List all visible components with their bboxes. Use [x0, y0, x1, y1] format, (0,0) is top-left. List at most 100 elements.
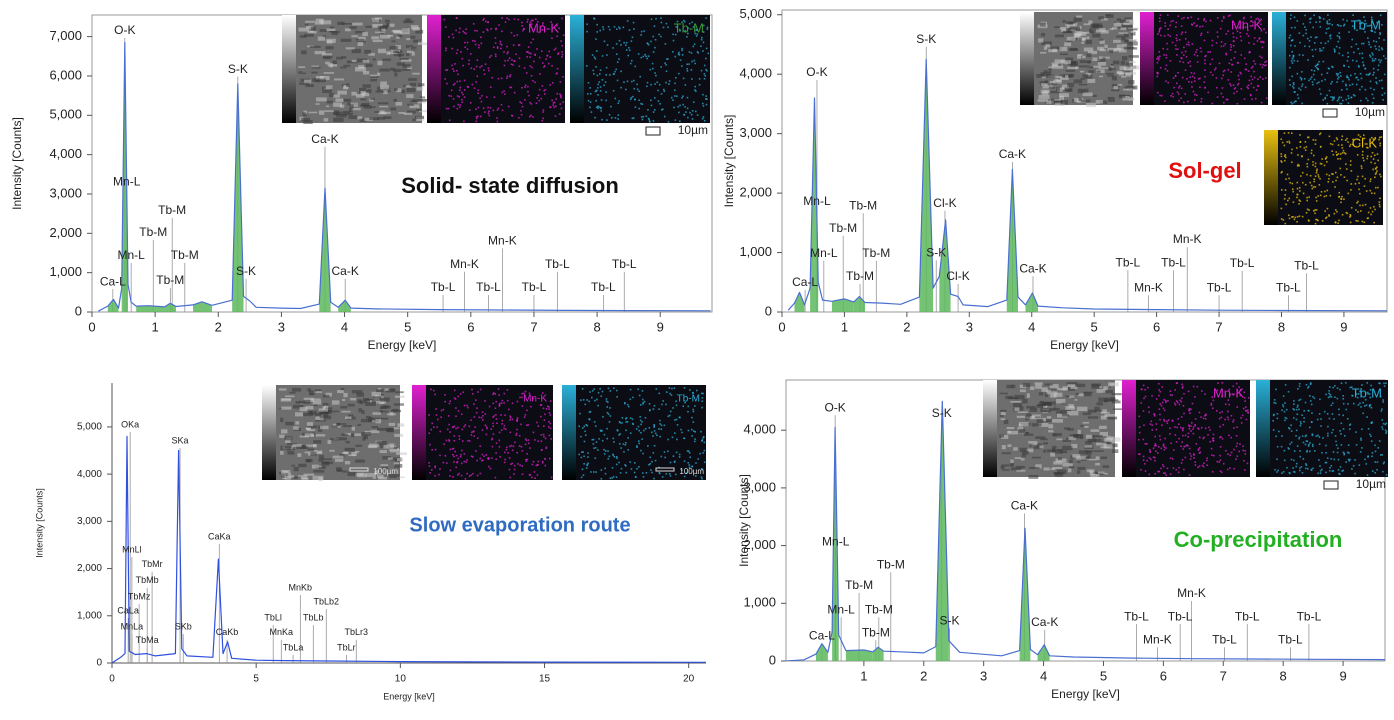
- peak-label: Tb-L: [1278, 632, 1303, 646]
- x-tick-label: 1: [152, 319, 159, 334]
- peak-label: Tb-L: [1161, 255, 1186, 269]
- peak-label: Tb-M: [156, 273, 184, 287]
- x-tick-label: 0: [88, 319, 95, 334]
- peak-label: MnKb: [289, 582, 313, 592]
- peak-label: Tb-M: [846, 269, 874, 283]
- scale-bar: [646, 127, 660, 135]
- x-axis-label: Energy [keV]: [1051, 687, 1120, 701]
- chart-title: Solid- state diffusion: [401, 173, 619, 198]
- peak-label: Tb-L: [1116, 255, 1141, 269]
- x-tick-label: 6: [467, 319, 474, 334]
- scale-bar-label: 10µm: [1356, 477, 1386, 491]
- peak-label: S-K: [916, 32, 936, 46]
- x-tick-label: 5: [1100, 668, 1107, 683]
- chart-panel: 01,0002,0003,0004,0005,0006,0007,0000123…: [10, 15, 712, 352]
- peak-label: MnLl: [122, 545, 142, 555]
- peak-label: Mn-K: [1134, 280, 1163, 294]
- peak-label: TbMz: [128, 591, 151, 601]
- inset-map: Mn-K: [412, 385, 553, 480]
- peak-label: Tb-L: [1230, 256, 1255, 270]
- y-axis-label: Intensity [Counts]: [737, 474, 751, 567]
- inset-colorbar: [282, 15, 296, 123]
- inset-map: 100µm: [262, 385, 407, 481]
- peak-label: Tb-L: [1124, 609, 1149, 623]
- y-tick-label: 0: [75, 303, 82, 318]
- peak-label: Mn-L: [803, 194, 831, 208]
- x-tick-label: 6: [1153, 319, 1160, 334]
- y-tick-label: 4,000: [739, 66, 772, 81]
- inset-map: Mn-K: [427, 15, 565, 123]
- peak-label: TbMb: [136, 575, 159, 585]
- x-tick-label: 3: [966, 319, 973, 334]
- peak-label: OKa: [121, 419, 139, 429]
- x-tick-label: 9: [657, 319, 664, 334]
- peak-label: Tb-L: [612, 257, 637, 271]
- y-tick-label: 0: [769, 652, 776, 667]
- peak-label: Tb-L: [1207, 280, 1232, 294]
- inset-label: Mn-K: [523, 394, 547, 405]
- x-tick-label: 5: [253, 674, 259, 685]
- peak-label: Ca-L: [100, 274, 126, 288]
- peak-label: O-K: [824, 400, 845, 414]
- inset-colorbar: [1122, 380, 1136, 477]
- peak-label: Ca-L: [792, 275, 818, 289]
- y-tick-label: 3,000: [77, 516, 102, 527]
- peak-label: TbLb2: [313, 596, 339, 606]
- inset-label: Mn-K: [528, 20, 559, 35]
- y-tick-label: 1,000: [743, 595, 776, 610]
- peak-label: Tb-M: [865, 602, 893, 616]
- peak-label: Tb-M: [877, 557, 905, 571]
- y-tick-label: 5,000: [739, 6, 772, 21]
- inset-map: [282, 15, 428, 124]
- x-tick-label: 2: [215, 319, 222, 334]
- y-tick-label: 2,000: [77, 563, 102, 574]
- inset-map: [983, 380, 1123, 479]
- chart-title: Co-precipitation: [1174, 527, 1343, 552]
- inset-colorbar: [562, 385, 576, 480]
- inset-colorbar: [412, 385, 426, 480]
- inset-colorbar: [427, 15, 441, 123]
- x-tick-label: 4: [1040, 668, 1047, 683]
- peak-label: TbMa: [136, 635, 159, 645]
- peak-area: [319, 188, 330, 312]
- x-tick-label: 20: [683, 674, 695, 685]
- inset-map: Tb-M 10µm: [1256, 380, 1388, 491]
- peak-label: Mn-L: [117, 248, 145, 262]
- inset-label: Tb-M: [1351, 17, 1381, 32]
- inset-label: Tb-M: [674, 20, 704, 35]
- inset-colorbar: [983, 380, 997, 477]
- chart-panel: 01,0002,0003,0004,0005,00005101520Energy…: [34, 383, 706, 701]
- peak-label: Tb-L: [431, 280, 456, 294]
- peak-label: Tb-M: [849, 198, 877, 212]
- inset-map: Tb-M 10µm: [570, 15, 710, 137]
- y-tick-label: 3,000: [49, 185, 82, 200]
- inset-colorbar: [1272, 12, 1286, 105]
- scale-bar-label: 10µm: [678, 123, 708, 137]
- peak-label: Ca-K: [311, 132, 338, 146]
- peak-label: Tb-L: [1297, 609, 1322, 623]
- inset-colorbar: [570, 15, 584, 123]
- peak-label: Tb-M: [139, 225, 167, 239]
- peak-label: Ca-K: [332, 264, 359, 278]
- peak-label: Tb-M: [845, 578, 873, 592]
- peak-label: Cl-K: [946, 269, 969, 283]
- peak-label: Ca-K: [999, 147, 1026, 161]
- peak-label: Tb-M: [862, 625, 890, 639]
- peak-area: [919, 59, 933, 312]
- inset-label: Tb-M: [1352, 385, 1382, 400]
- peak-label: Tb-L: [476, 280, 501, 294]
- x-tick-label: 2: [903, 319, 910, 334]
- x-tick-label: 4: [1028, 319, 1035, 334]
- peak-area: [873, 647, 884, 661]
- x-tick-label: 8: [1280, 668, 1287, 683]
- y-tick-label: 1,000: [77, 610, 102, 621]
- peak-label: MnKa: [270, 627, 294, 637]
- chart-panel: 01,0002,0003,0004,0005,0000123456789Ener…: [722, 6, 1387, 352]
- peak-label: TbLa: [283, 642, 304, 652]
- x-tick-label: 7: [1220, 668, 1227, 683]
- chart-title: Slow evaporation route: [409, 514, 630, 536]
- peak-label: Tb-L: [1235, 609, 1260, 623]
- peak-label: S-K: [932, 406, 952, 420]
- peak-label: MnLa: [121, 621, 144, 631]
